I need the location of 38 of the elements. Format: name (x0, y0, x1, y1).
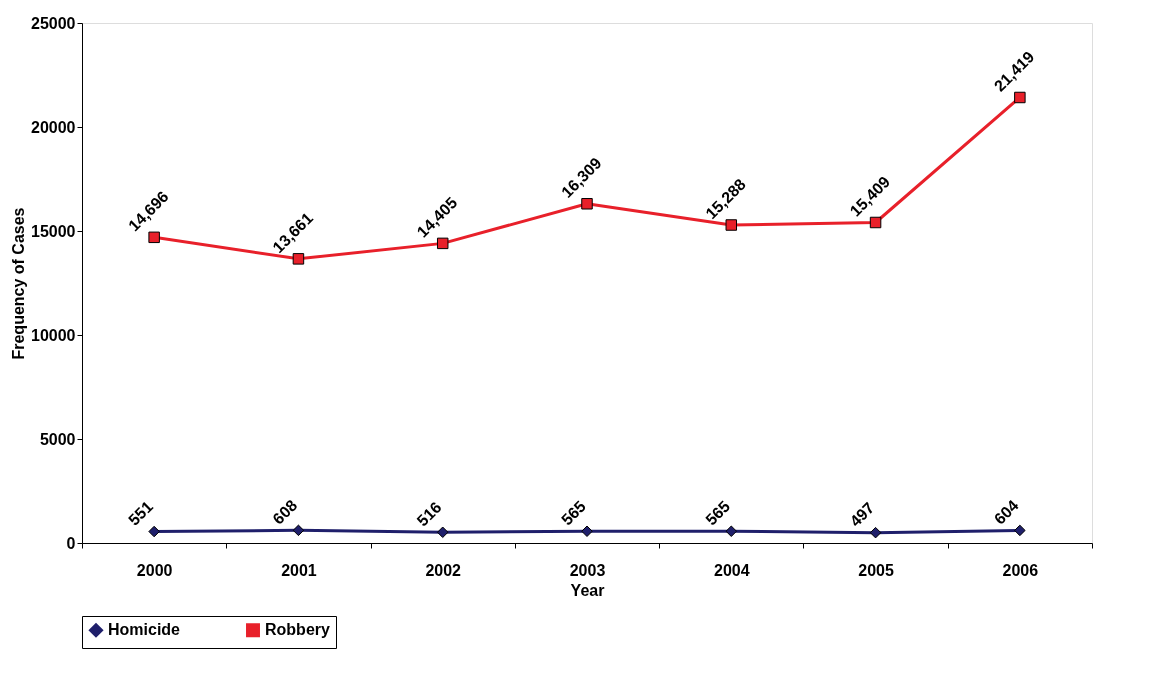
point (1014, 524, 1026, 537)
x-tick-label: 2000 (136, 561, 173, 579)
x-tick-label: 2004 (713, 561, 750, 579)
y-tick-label: 10000 (31, 326, 76, 344)
point (581, 525, 593, 537)
point (436, 237, 449, 250)
point (581, 198, 593, 210)
x-tick-label: 2005 (858, 561, 894, 579)
point (148, 231, 160, 244)
y-tick-label: 5000 (39, 430, 76, 448)
y-axis-title: Frequency of Cases (10, 207, 28, 360)
data-label: 565 (702, 497, 734, 529)
point (148, 525, 160, 538)
legend-label: Homicide (108, 621, 181, 639)
y-tick-label: 25000 (31, 14, 76, 32)
y-tick-label: 20000 (31, 118, 76, 136)
x-tick-label: 2006 (1002, 561, 1039, 579)
data-label: 608 (269, 496, 301, 528)
data-label: 565 (558, 497, 589, 529)
y-tick-label: 0 (66, 534, 76, 552)
point (1014, 91, 1026, 104)
x-tick-label: 2002 (425, 561, 462, 579)
point (725, 525, 738, 537)
x-axis-title: Year (570, 581, 605, 599)
point (725, 219, 738, 231)
data-label: 604 (990, 496, 1022, 528)
data-label: 516 (413, 498, 445, 530)
point (869, 526, 882, 539)
x-tick-label: 2003 (569, 561, 606, 579)
y-tick-label: 15000 (31, 222, 76, 240)
point (869, 216, 882, 229)
data-label: 497 (846, 498, 878, 530)
x-tick-label: 2001 (281, 561, 317, 579)
legend-label: Robbery (265, 621, 330, 639)
point (292, 524, 305, 537)
point (292, 253, 305, 265)
point (436, 526, 449, 539)
data-label: 551 (125, 497, 157, 529)
